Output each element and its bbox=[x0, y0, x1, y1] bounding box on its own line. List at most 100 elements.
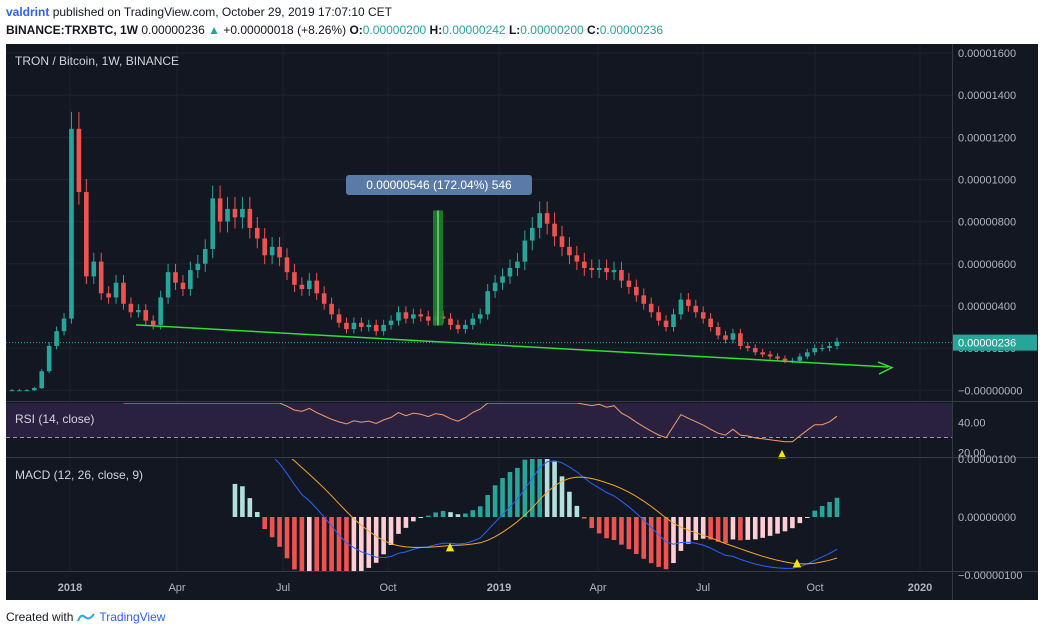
candle[interactable] bbox=[180, 282, 186, 290]
candle[interactable] bbox=[247, 208, 253, 228]
candle[interactable] bbox=[448, 318, 453, 325]
candle[interactable] bbox=[61, 318, 67, 332]
candle[interactable] bbox=[76, 128, 82, 193]
candle[interactable] bbox=[745, 345, 751, 349]
candle[interactable] bbox=[544, 213, 550, 224]
candle[interactable] bbox=[827, 345, 832, 349]
candle[interactable] bbox=[804, 352, 810, 357]
candle[interactable] bbox=[752, 348, 758, 353]
candle[interactable] bbox=[91, 261, 97, 277]
signal-line[interactable] bbox=[235, 443, 838, 565]
candle[interactable] bbox=[723, 335, 728, 340]
candle[interactable] bbox=[626, 280, 632, 287]
candle[interactable] bbox=[359, 322, 364, 327]
candle[interactable] bbox=[589, 267, 595, 271]
candle[interactable] bbox=[158, 297, 163, 325]
candle[interactable] bbox=[648, 303, 654, 313]
candle[interactable] bbox=[634, 286, 639, 296]
candle[interactable] bbox=[292, 272, 297, 285]
candle[interactable] bbox=[232, 208, 238, 218]
candle[interactable] bbox=[344, 322, 349, 330]
candle[interactable] bbox=[775, 356, 780, 359]
candle[interactable] bbox=[336, 314, 342, 323]
candle[interactable] bbox=[210, 198, 215, 249]
candle[interactable] bbox=[455, 324, 461, 330]
candle[interactable] bbox=[388, 320, 394, 325]
candle[interactable] bbox=[418, 314, 424, 317]
candle[interactable] bbox=[581, 261, 587, 268]
author-name[interactable]: valdrint bbox=[6, 5, 50, 19]
candle[interactable] bbox=[373, 324, 379, 332]
candle[interactable] bbox=[686, 299, 691, 306]
candle[interactable] bbox=[470, 318, 476, 325]
candle[interactable] bbox=[240, 208, 245, 218]
candle[interactable] bbox=[381, 324, 386, 332]
candle[interactable] bbox=[411, 314, 416, 319]
chart-area[interactable]: 0.00000546 (172.04%) 546 ▲ ▲▲ 0.00001600… bbox=[0, 44, 1044, 600]
rsi-line[interactable] bbox=[123, 403, 838, 443]
candle[interactable] bbox=[819, 348, 825, 350]
candle[interactable] bbox=[604, 267, 609, 273]
candle[interactable] bbox=[812, 348, 818, 353]
candle[interactable] bbox=[128, 303, 134, 313]
candle[interactable] bbox=[321, 293, 327, 304]
candle[interactable] bbox=[463, 324, 468, 330]
candle[interactable] bbox=[485, 291, 490, 315]
candle[interactable] bbox=[477, 314, 483, 319]
candle[interactable] bbox=[738, 333, 743, 346]
candle[interactable] bbox=[225, 208, 230, 222]
candle[interactable] bbox=[522, 240, 528, 262]
candle[interactable] bbox=[314, 280, 320, 294]
candle[interactable] bbox=[269, 246, 275, 256]
candle[interactable] bbox=[165, 272, 171, 298]
candle[interactable] bbox=[202, 248, 208, 264]
candle[interactable] bbox=[500, 276, 505, 283]
candle[interactable] bbox=[31, 388, 37, 391]
candle[interactable] bbox=[715, 326, 721, 336]
candle[interactable] bbox=[529, 227, 535, 241]
trend-line[interactable] bbox=[135, 324, 889, 368]
candle[interactable] bbox=[596, 267, 602, 271]
candle[interactable] bbox=[39, 371, 45, 389]
candle[interactable] bbox=[708, 318, 713, 327]
candle[interactable] bbox=[46, 345, 52, 372]
candle[interactable] bbox=[54, 331, 59, 346]
candle[interactable] bbox=[136, 310, 141, 313]
candle[interactable] bbox=[492, 282, 498, 292]
candle[interactable] bbox=[254, 227, 260, 239]
candle[interactable] bbox=[834, 341, 840, 346]
candle[interactable] bbox=[262, 238, 268, 256]
candle[interactable] bbox=[84, 192, 89, 277]
candle[interactable] bbox=[173, 272, 178, 283]
candle[interactable] bbox=[121, 282, 126, 304]
candle[interactable] bbox=[403, 312, 409, 319]
candle[interactable] bbox=[797, 356, 803, 361]
candle[interactable] bbox=[678, 299, 684, 315]
candle[interactable] bbox=[641, 295, 647, 304]
candle[interactable] bbox=[760, 352, 765, 355]
candle[interactable] bbox=[574, 255, 580, 262]
candle[interactable] bbox=[17, 390, 22, 392]
candle[interactable] bbox=[671, 314, 676, 327]
candle[interactable] bbox=[9, 390, 15, 392]
candle[interactable] bbox=[611, 270, 617, 273]
candle[interactable] bbox=[559, 236, 565, 247]
candle[interactable] bbox=[515, 261, 520, 268]
candle[interactable] bbox=[306, 280, 312, 290]
candle[interactable] bbox=[143, 310, 149, 321]
candle[interactable] bbox=[619, 270, 624, 281]
candle[interactable] bbox=[150, 320, 156, 325]
candle[interactable] bbox=[425, 316, 431, 321]
tradingview-link[interactable]: TradingView bbox=[99, 610, 166, 624]
candle[interactable] bbox=[552, 223, 557, 237]
candle[interactable] bbox=[663, 320, 669, 327]
candle[interactable] bbox=[284, 257, 290, 273]
candle[interactable] bbox=[113, 282, 119, 298]
candle[interactable] bbox=[767, 354, 773, 357]
candle[interactable] bbox=[299, 284, 305, 290]
candle[interactable] bbox=[188, 270, 193, 290]
price-pane[interactable]: 0.00000546 (172.04%) 546 bbox=[6, 111, 952, 392]
candle[interactable] bbox=[329, 303, 334, 315]
candle[interactable] bbox=[656, 312, 661, 321]
candle[interactable] bbox=[24, 390, 30, 392]
